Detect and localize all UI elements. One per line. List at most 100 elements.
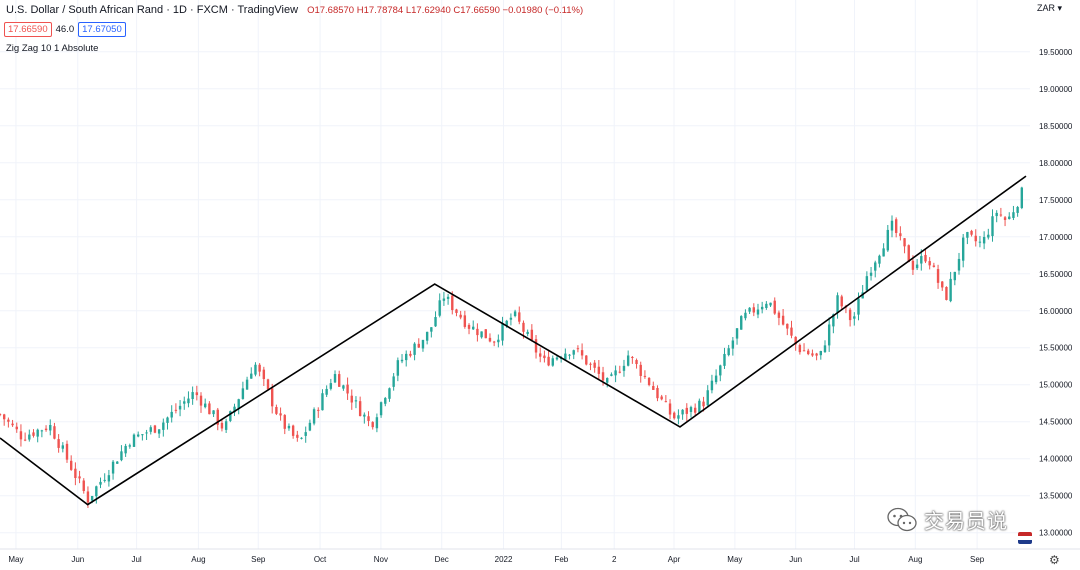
candle-body [564,353,567,360]
candle-body [534,339,538,353]
candle-body [878,255,881,264]
candle-body [576,348,580,350]
candle-body [991,216,994,237]
candle-body [358,401,362,417]
candle-body [350,395,353,403]
candle-body [99,481,102,485]
candle-body [543,355,546,359]
candle-body [283,415,286,429]
candle-body [262,369,266,380]
candle-body [568,354,571,356]
candle-body [384,398,387,404]
time-tick-label: Aug [191,555,205,564]
candle-body [622,365,626,371]
candle-body [321,393,324,411]
candle-body [585,355,588,365]
price-tick-label: 14.00000 [1039,455,1073,464]
candle-body [132,434,136,447]
candle-body [744,312,747,319]
candle-body [15,426,18,430]
candle-body [840,296,843,307]
candle-body [480,331,483,338]
candle-body [752,307,755,313]
candle-body [78,476,81,479]
candle-body [338,374,341,387]
candle-body [811,353,814,356]
candle-body [271,388,274,407]
candle-body [710,380,714,391]
candle-body [199,395,203,406]
candle-body [0,414,2,416]
candle-body [36,429,39,437]
candle-body [518,312,521,322]
candle-body [572,350,575,355]
time-tick-label: Nov [374,555,388,564]
spread-value: 46.0 [55,24,75,35]
sell-price-button[interactable]: 17.66590 [4,22,52,37]
candle-body [827,324,831,346]
candle-body [451,295,454,311]
candle-body [354,400,358,402]
candle-body [907,245,910,263]
candle-body [128,445,132,447]
candle-body [120,451,123,461]
candle-body [551,358,554,366]
candle-body [49,424,52,431]
time-tick-label: Aug [908,555,922,564]
candle-body [626,355,630,366]
candle-body [413,343,416,355]
candle-body [459,314,462,318]
symbol-title[interactable]: U.S. Dollar / South African Rand · 1D · … [6,4,299,16]
candle-body [848,309,852,321]
price-tick-label: 13.50000 [1039,492,1073,501]
candle-body [631,356,634,358]
candle-body [325,388,328,395]
candle-body [832,314,835,327]
candle-body [656,387,659,399]
candle-body [388,388,391,399]
candle-body [204,403,207,408]
candle-body [367,416,370,421]
time-axis[interactable]: May Jun Jul Aug Sep Oct Nov Dec 2022 Feb 2 Apr May Ju… [8,555,984,564]
time-tick-label: Jun [71,555,84,564]
candle-body [488,337,492,342]
candle-body [484,329,487,339]
indicator-label[interactable]: Zig Zag 10 1 Absolute [6,43,99,54]
candle-body [731,340,735,349]
chart-header: U.S. Dollar / South African Rand · 1D · … [6,4,583,16]
currency-dropdown[interactable]: ZAR ▾ [1037,3,1063,13]
candle-body [786,323,789,329]
candle-body [978,241,982,243]
candle-body [216,409,219,425]
candle-body [371,422,374,428]
price-tick-label: 14.50000 [1039,418,1073,427]
time-tick-label: Apr [668,555,681,564]
price-tick-label: 18.50000 [1039,122,1073,131]
candle-body [258,364,261,372]
candle-body [162,422,165,430]
candle-body [195,392,199,396]
price-axis[interactable]: 19.50000 19.00000 18.50000 18.00000 17.50000… [1039,48,1073,538]
candle-body [111,461,115,474]
gear-icon[interactable]: ⚙ [1049,553,1060,567]
candle-body [434,317,437,327]
candle-body [400,359,404,362]
ohlc-values: O17.68570 H17.78784 L17.62940 C17.66590 … [307,5,584,16]
candle-body [65,443,69,460]
quote-row: 17.66590 46.0 17.67050 [4,22,126,37]
candle-body [438,300,441,316]
time-tick-label: 2022 [495,555,513,564]
candle-body [823,345,827,353]
candle-body [685,407,688,414]
price-tick-label: 18.00000 [1039,159,1073,168]
candle-body [446,296,450,299]
candle-body [961,237,965,261]
candle-body [82,480,85,491]
candle-body [610,374,613,376]
candle-body [781,315,785,325]
buy-price-button[interactable]: 17.67050 [78,22,126,37]
candle-body [769,302,772,306]
candle-body [539,353,542,357]
candle-body [555,357,559,360]
